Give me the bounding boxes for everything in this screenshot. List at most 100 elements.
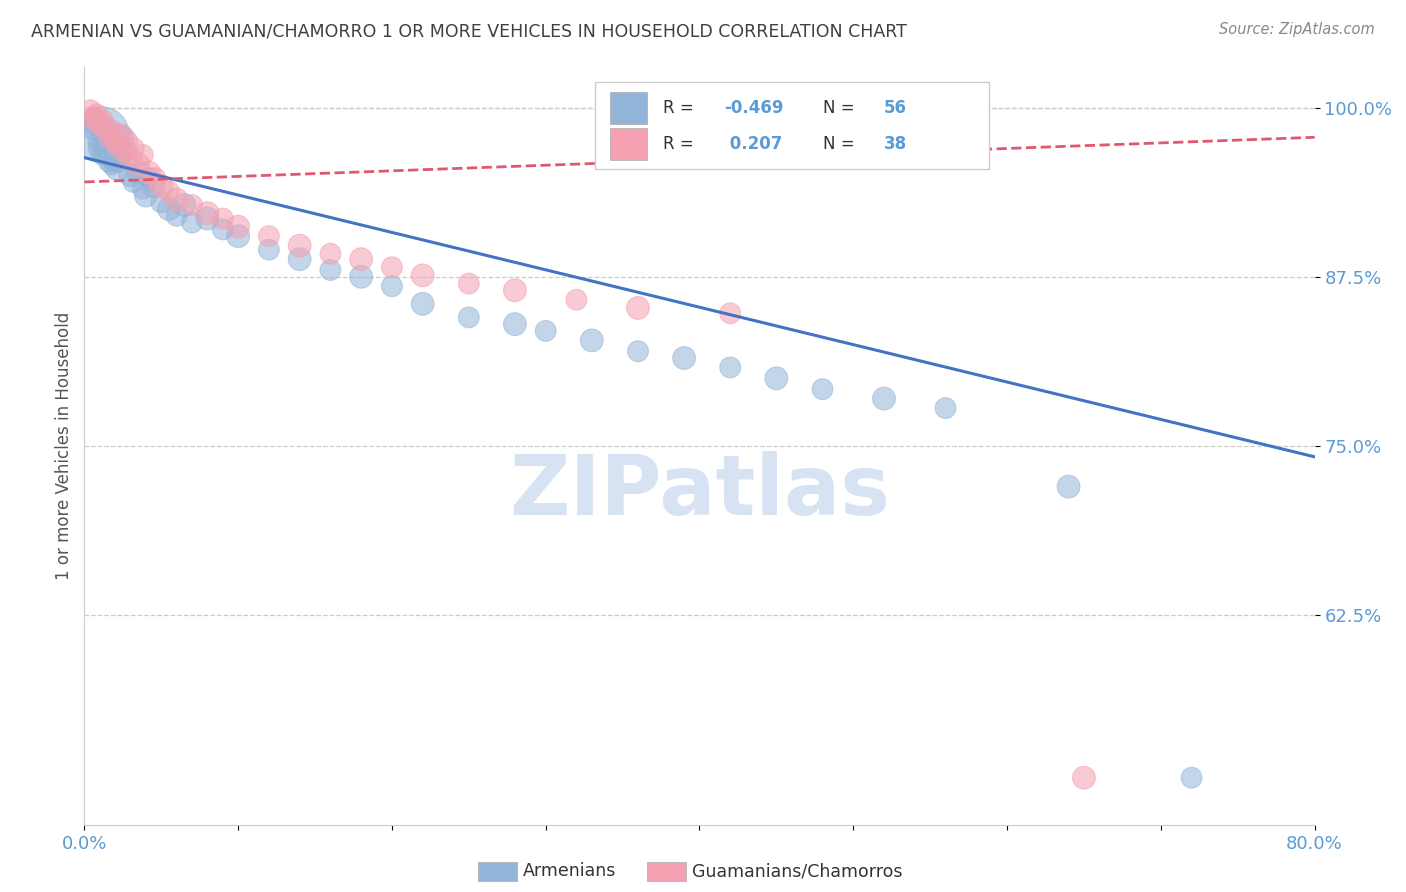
Point [107, 138, 129, 153]
Point [94, 120, 117, 135]
Text: 0.207: 0.207 [724, 136, 783, 153]
Point [87, 134, 110, 148]
Y-axis label: 1 or more Vehicles in Household: 1 or more Vehicles in Household [55, 312, 73, 580]
Point [503, 317, 526, 331]
Point [181, 198, 204, 212]
Point [132, 148, 155, 162]
Point [143, 170, 166, 185]
Text: R =: R = [662, 99, 699, 117]
Point [1057, 480, 1080, 494]
Text: Guamanians/Chamorros: Guamanians/Chamorros [692, 863, 903, 880]
Point [718, 360, 741, 375]
Point [197, 206, 219, 220]
Point [288, 252, 311, 267]
Point [105, 161, 128, 176]
Text: N =: N = [823, 136, 859, 153]
Text: 56: 56 [884, 99, 907, 117]
FancyBboxPatch shape [595, 82, 988, 169]
Point [127, 157, 149, 171]
Point [412, 268, 434, 283]
Point [101, 125, 124, 139]
Point [257, 229, 280, 244]
Point [765, 371, 787, 385]
Point [457, 310, 479, 325]
Point [91, 148, 114, 162]
Point [197, 211, 219, 226]
Point [166, 193, 188, 207]
Text: -0.469: -0.469 [724, 99, 783, 117]
Point [110, 128, 132, 142]
Point [108, 138, 131, 153]
Point [350, 269, 373, 284]
Point [412, 297, 434, 311]
Point [534, 324, 557, 338]
Point [89, 141, 111, 155]
Point [101, 157, 124, 171]
Point [79, 103, 101, 118]
Point [350, 252, 373, 267]
Point [1073, 771, 1095, 785]
Point [166, 209, 188, 223]
Point [127, 165, 149, 179]
Point [142, 179, 165, 194]
Point [122, 141, 145, 155]
Point [718, 306, 741, 320]
Point [104, 141, 127, 155]
Point [103, 152, 125, 166]
Point [120, 152, 142, 166]
Point [226, 229, 249, 244]
Text: Armenians: Armenians [523, 863, 616, 880]
Point [135, 188, 157, 202]
Point [132, 182, 155, 196]
Point [84, 112, 107, 126]
Point [150, 179, 173, 194]
Point [138, 170, 160, 185]
Point [565, 293, 588, 307]
Point [150, 195, 173, 210]
Point [96, 125, 118, 139]
Point [211, 211, 233, 226]
Point [115, 144, 138, 158]
Point [98, 130, 120, 145]
Text: 38: 38 [884, 136, 907, 153]
Point [91, 114, 114, 128]
Point [873, 392, 896, 406]
Point [935, 401, 957, 416]
Text: ARMENIAN VS GUAMANIAN/CHAMORRO 1 OR MORE VEHICLES IN HOUSEHOLD CORRELATION CHART: ARMENIAN VS GUAMANIAN/CHAMORRO 1 OR MORE… [31, 22, 907, 40]
Point [627, 344, 650, 359]
Text: Source: ZipAtlas.com: Source: ZipAtlas.com [1219, 22, 1375, 37]
Point [111, 130, 134, 145]
Point [89, 117, 111, 131]
Point [112, 144, 135, 158]
Point [138, 165, 160, 179]
Point [107, 154, 129, 169]
Point [94, 144, 117, 158]
Point [581, 334, 603, 348]
Point [110, 148, 132, 162]
Point [627, 301, 650, 315]
Point [122, 175, 145, 189]
Point [173, 198, 195, 212]
Point [157, 185, 180, 199]
Point [86, 107, 108, 121]
Point [181, 216, 204, 230]
Point [257, 243, 280, 257]
Point [117, 134, 139, 148]
Point [80, 120, 103, 135]
Text: N =: N = [823, 99, 859, 117]
Bar [610, 128, 647, 161]
Point [226, 219, 249, 234]
Point [90, 128, 112, 142]
Point [288, 238, 311, 252]
Point [83, 112, 105, 126]
Point [381, 279, 404, 293]
Point [319, 246, 342, 260]
Point [104, 134, 127, 148]
Point [98, 154, 120, 169]
Point [811, 382, 834, 396]
Point [120, 168, 142, 182]
Point [211, 222, 233, 236]
Point [93, 138, 115, 153]
Point [77, 114, 100, 128]
Point [157, 202, 180, 216]
